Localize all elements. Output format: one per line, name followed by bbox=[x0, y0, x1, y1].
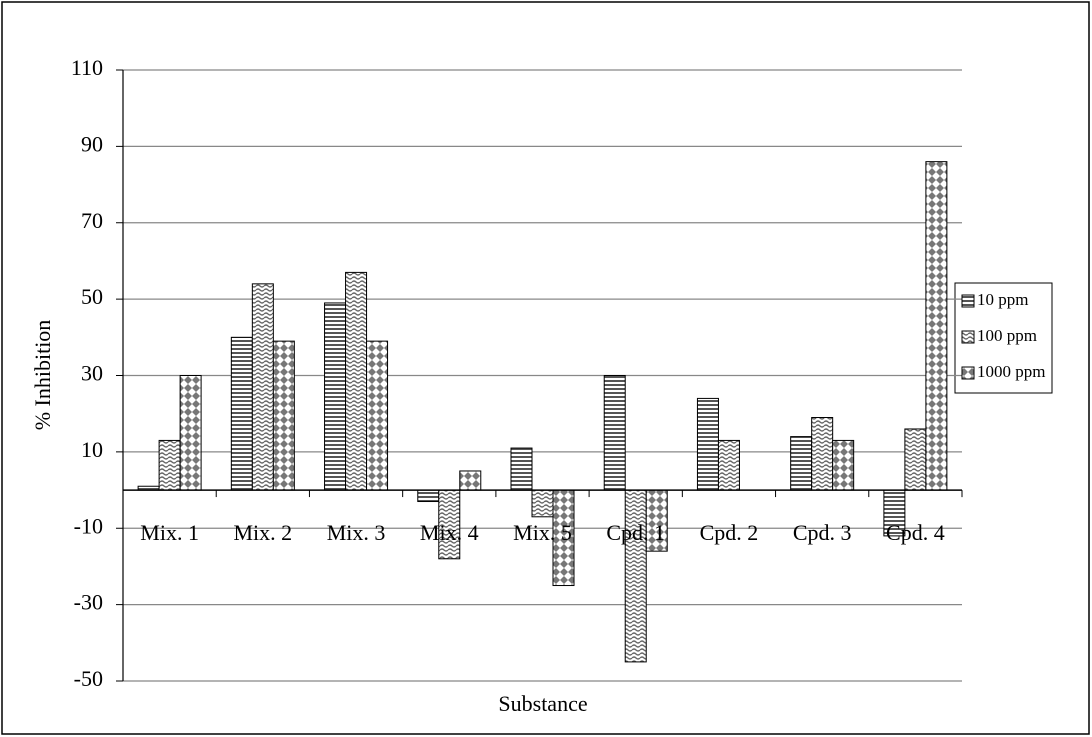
bar bbox=[832, 439, 855, 491]
x-tick-label: Mix. 3 bbox=[327, 520, 386, 545]
y-tick-label: 110 bbox=[71, 55, 103, 80]
legend-label: 1000 ppm bbox=[977, 362, 1045, 381]
bar bbox=[790, 436, 813, 491]
x-tick-label: Mix. 4 bbox=[420, 520, 479, 545]
y-tick-label: -10 bbox=[74, 513, 103, 538]
legend-swatch bbox=[961, 366, 975, 380]
bar bbox=[531, 489, 554, 518]
y-tick-label: 50 bbox=[81, 284, 103, 309]
bar bbox=[272, 340, 295, 491]
bar bbox=[696, 397, 719, 491]
legend-swatch bbox=[961, 330, 975, 344]
x-tick-label: Cpd. 3 bbox=[793, 520, 852, 545]
bar bbox=[230, 336, 253, 491]
bar bbox=[251, 283, 274, 491]
bar bbox=[345, 271, 368, 491]
x-axis-title: Substance bbox=[498, 691, 587, 716]
y-tick-label: 90 bbox=[81, 131, 103, 156]
bar bbox=[459, 470, 482, 491]
bar bbox=[417, 489, 440, 503]
x-tick-label: Mix. 5 bbox=[513, 520, 572, 545]
bar bbox=[324, 302, 347, 491]
legend-swatch bbox=[961, 294, 975, 308]
x-tick-label: Mix. 1 bbox=[140, 520, 199, 545]
y-tick-label: 70 bbox=[81, 208, 103, 233]
x-tick-label: Mix. 2 bbox=[233, 520, 292, 545]
x-tick-label: Cpd. 1 bbox=[606, 520, 665, 545]
x-tick-label: Cpd. 4 bbox=[886, 520, 945, 545]
y-tick-label: 30 bbox=[81, 361, 103, 386]
bar bbox=[904, 428, 927, 491]
y-tick-label: -50 bbox=[74, 666, 103, 691]
bar bbox=[925, 161, 948, 491]
bar bbox=[158, 439, 181, 491]
legend-label: 100 ppm bbox=[977, 326, 1037, 345]
bar bbox=[366, 340, 389, 491]
y-axis-title: % Inhibition bbox=[30, 320, 55, 431]
bar bbox=[179, 375, 202, 491]
x-tick-label: Cpd. 2 bbox=[700, 520, 759, 545]
bar bbox=[624, 489, 647, 663]
bar bbox=[811, 417, 834, 491]
legend-label: 10 ppm bbox=[977, 290, 1028, 309]
bar bbox=[510, 447, 533, 491]
bar bbox=[717, 439, 740, 491]
y-tick-label: -30 bbox=[74, 590, 103, 615]
y-tick-label: 10 bbox=[81, 437, 103, 462]
bar bbox=[603, 375, 626, 491]
